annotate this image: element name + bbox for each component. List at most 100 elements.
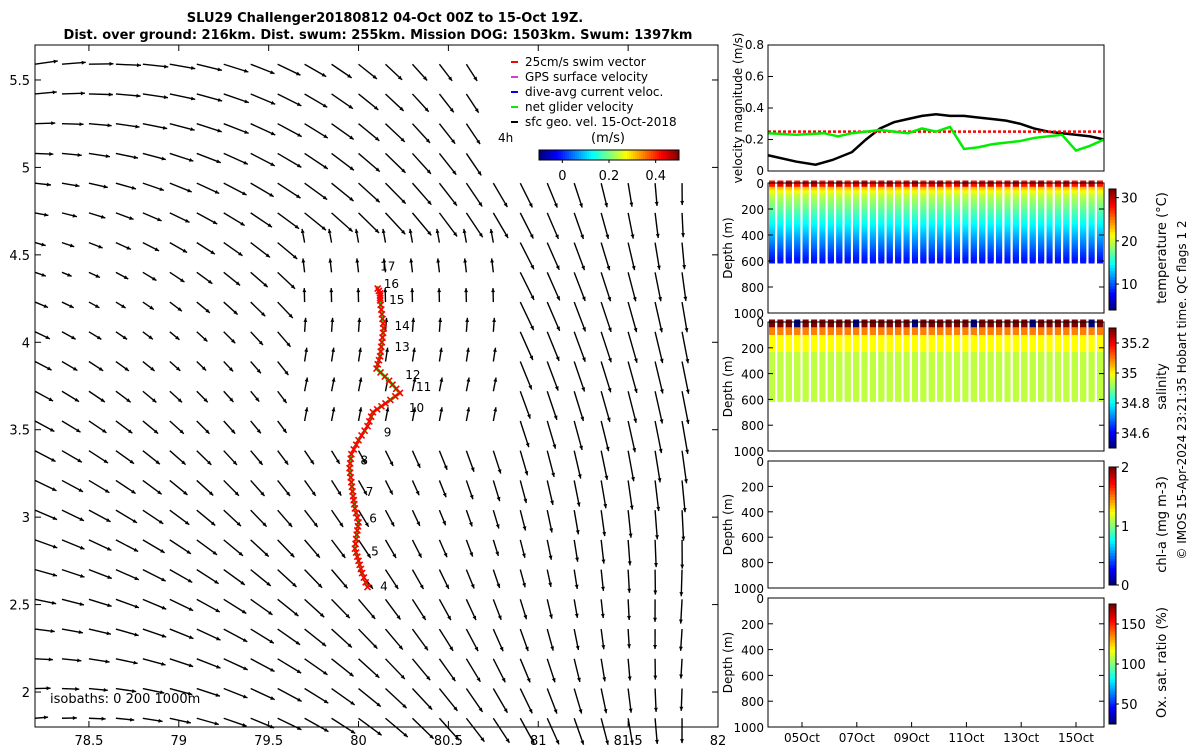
colorbar-segment <box>1109 204 1116 208</box>
current-vector-head <box>631 265 636 271</box>
current-vector <box>331 152 355 171</box>
colorbar-segment <box>599 150 602 160</box>
isobaths-label: isobaths: 0 200 1000m <box>50 692 200 707</box>
current-vector <box>681 212 684 238</box>
colorbar-segment <box>557 150 560 160</box>
y-tick-label: 5 <box>22 161 30 176</box>
current-vector-head <box>163 95 169 100</box>
current-vector-head <box>501 677 506 683</box>
x-tick-label: 78.5 <box>74 734 103 749</box>
current-vector-head <box>462 228 467 234</box>
current-vector-head <box>207 279 213 284</box>
colorbar-segment <box>1109 237 1116 241</box>
profile-sample <box>895 258 902 264</box>
current-vector-head <box>270 100 276 105</box>
profile-sample <box>996 396 1003 402</box>
current-vector <box>465 688 484 713</box>
current-vector <box>196 628 221 641</box>
current-vector-head <box>358 377 363 382</box>
current-vector-head <box>607 296 612 302</box>
current-vector-head <box>215 608 220 613</box>
colorbar-segment <box>1109 207 1116 211</box>
current-vector <box>573 391 585 422</box>
legend-4h-label: 4h <box>498 131 513 145</box>
current-vector-head <box>151 276 157 281</box>
profile-sample <box>886 258 893 264</box>
current-vector <box>277 182 301 199</box>
current-vector-head <box>270 667 275 672</box>
current-vector-head <box>133 547 139 552</box>
current-vector-head <box>269 639 274 644</box>
current-vector-head <box>184 520 190 525</box>
current-vector-head <box>79 122 84 127</box>
y-tick-label: 5.5 <box>9 74 30 89</box>
colorbar-segment <box>1109 243 1116 247</box>
current-vector-head <box>77 153 82 157</box>
current-vector-head <box>499 646 504 652</box>
current-vector-head <box>45 335 50 339</box>
profile-sample <box>1012 396 1019 402</box>
colorbar-segment <box>539 150 542 160</box>
colorbar-segment <box>1109 249 1116 254</box>
current-vector-head <box>375 198 380 203</box>
current-vector-head <box>574 584 579 589</box>
current-vector-head <box>160 548 165 553</box>
current-vector-head <box>323 134 328 139</box>
current-vector-head <box>357 317 362 323</box>
y-tick-label: 0.4 <box>745 101 764 115</box>
colorbar-tick-label: 0.2 <box>599 169 620 184</box>
current-vector-head <box>606 265 611 271</box>
current-vector-head <box>600 613 605 619</box>
current-vector <box>142 63 169 68</box>
current-vector-head <box>528 708 533 714</box>
current-vector-head <box>401 229 406 235</box>
current-vector-head <box>321 226 326 231</box>
current-vector-head <box>469 494 474 500</box>
profile-sample <box>911 396 918 402</box>
colorbar-segment <box>587 150 590 160</box>
current-vector-head <box>270 162 275 166</box>
profile-sample <box>962 258 969 264</box>
colorbar-segment <box>1109 288 1116 293</box>
current-vector-head <box>681 536 686 541</box>
current-vector-head <box>345 613 350 619</box>
current-vector-head <box>464 288 469 293</box>
current-vector <box>331 717 356 735</box>
current-vector-head <box>44 212 49 217</box>
colorbar-segment <box>583 150 586 160</box>
current-vector-head <box>180 278 185 283</box>
current-vector-head <box>122 335 128 340</box>
current-vector-head <box>601 559 606 564</box>
current-vector-head <box>217 128 222 133</box>
track-marker <box>365 417 373 426</box>
x-tick-label: 82 <box>710 734 727 749</box>
current-vector-head <box>607 387 612 393</box>
current-vector <box>250 123 276 136</box>
current-vector-head <box>49 152 54 156</box>
current-vector <box>519 331 534 361</box>
current-vector <box>223 658 248 671</box>
current-vector <box>304 687 329 704</box>
current-vector-head <box>416 521 420 526</box>
current-vector-head <box>680 564 685 569</box>
current-vector <box>492 717 511 744</box>
current-vector-head <box>231 338 236 344</box>
colorbar-segment <box>569 150 572 160</box>
current-vector-head <box>442 520 446 526</box>
profile-sample <box>836 258 843 264</box>
profile-sample <box>970 258 977 264</box>
current-vector-head <box>529 234 534 239</box>
current-vector <box>277 598 299 617</box>
current-vector-head <box>356 288 361 293</box>
current-vector <box>680 569 683 597</box>
current-vector-head <box>468 522 473 527</box>
current-vector-head <box>466 377 471 382</box>
colorbar-segment <box>1109 258 1116 263</box>
current-vector-head <box>403 732 408 738</box>
current-vector <box>223 569 246 586</box>
current-vector <box>519 212 534 239</box>
current-vector-head <box>258 460 263 465</box>
current-vector-head <box>685 419 690 425</box>
current-vector-head <box>241 609 247 614</box>
